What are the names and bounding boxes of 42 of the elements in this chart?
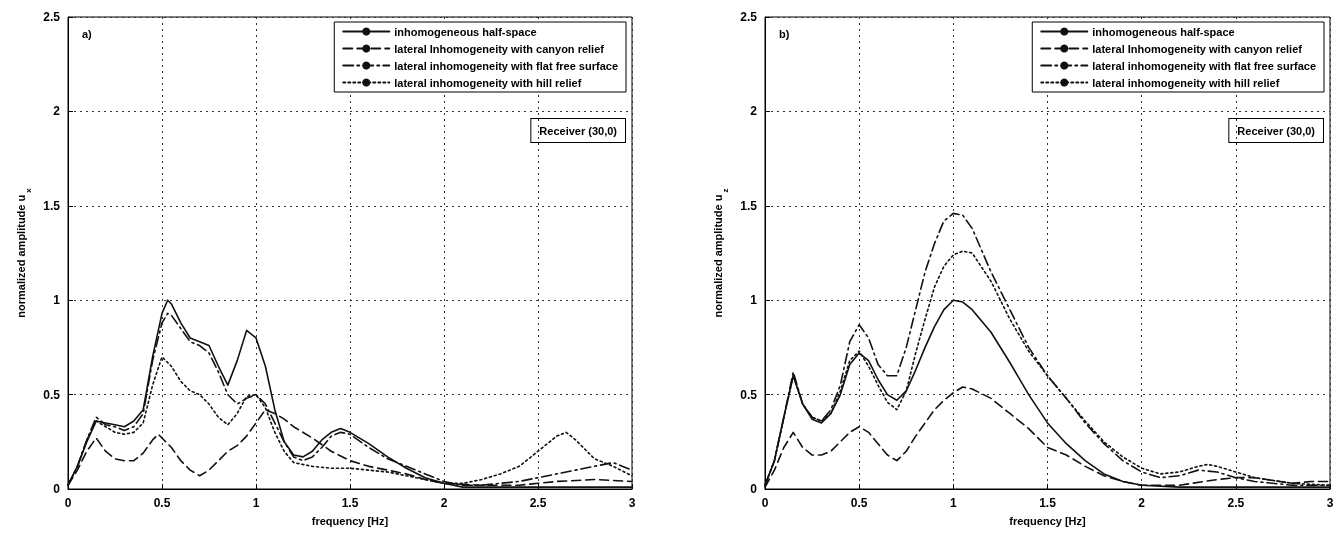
y-tick-label: 2.5 bbox=[43, 10, 61, 24]
legend-label: lateral inhomogeneity with hill relief bbox=[394, 76, 582, 89]
y-tick-label: 2.5 bbox=[740, 10, 758, 24]
x-tick-label: 3 bbox=[628, 496, 636, 510]
y-tick-label: 1 bbox=[750, 293, 758, 308]
y-axis-title: normalized amplitude ux bbox=[14, 187, 33, 318]
y-tick-label: 0 bbox=[750, 482, 758, 496]
x-tick-label: 3 bbox=[1326, 496, 1334, 510]
y-tick-label: 2 bbox=[750, 104, 758, 119]
y-tick-label: 1.5 bbox=[43, 198, 61, 213]
x-tick-label: 0.5 bbox=[850, 496, 868, 510]
x-tick-label: 0 bbox=[64, 496, 72, 510]
x-tick-label: 2 bbox=[1138, 496, 1146, 510]
annotation: a) bbox=[82, 27, 93, 40]
x-tick-label: 1.5 bbox=[1039, 496, 1057, 510]
y-tick-label: 2 bbox=[53, 104, 61, 119]
y-tick-label: 0 bbox=[53, 482, 61, 496]
x-axis-title: frequency [Hz] bbox=[1009, 514, 1087, 527]
y-tick-label: 1.5 bbox=[740, 198, 758, 213]
x-tick-label: 0.5 bbox=[153, 496, 171, 510]
legend-label: lateral inhomogeneity with hill relief bbox=[1092, 76, 1280, 89]
x-tick-label: 2.5 bbox=[529, 496, 547, 510]
y-tick-label: 0.5 bbox=[740, 387, 758, 402]
legend-label: lateral Inhomogeneity with canyon relief bbox=[1092, 42, 1303, 55]
annotation: Receiver (30,0) bbox=[1237, 124, 1316, 137]
x-tick-label: 2 bbox=[440, 496, 448, 510]
legend-label: inhomogeneous half-space bbox=[1092, 25, 1235, 38]
annotation: b) bbox=[779, 27, 790, 40]
y-tick-label: 0.5 bbox=[43, 387, 61, 402]
x-tick-label: 1 bbox=[252, 496, 260, 510]
y-axis-title: normalized amplitude uz bbox=[711, 188, 730, 318]
y-tick-label: 1 bbox=[53, 293, 61, 308]
x-tick-label: 1.5 bbox=[341, 496, 359, 510]
legend-label: inhomogeneous half-space bbox=[394, 25, 537, 38]
x-tick-label: 0 bbox=[761, 496, 769, 510]
x-tick-label: 1 bbox=[949, 496, 957, 510]
annotation: Receiver (30,0) bbox=[539, 124, 618, 137]
legend-label: lateral Inhomogeneity with canyon relief bbox=[394, 42, 605, 55]
legend-label: lateral inhomogeneity with flat free surface bbox=[394, 59, 619, 72]
x-axis-title: frequency [Hz] bbox=[311, 514, 389, 527]
x-tick-label: 2.5 bbox=[1227, 496, 1245, 510]
legend-label: lateral inhomogeneity with flat free surface bbox=[1092, 59, 1317, 72]
